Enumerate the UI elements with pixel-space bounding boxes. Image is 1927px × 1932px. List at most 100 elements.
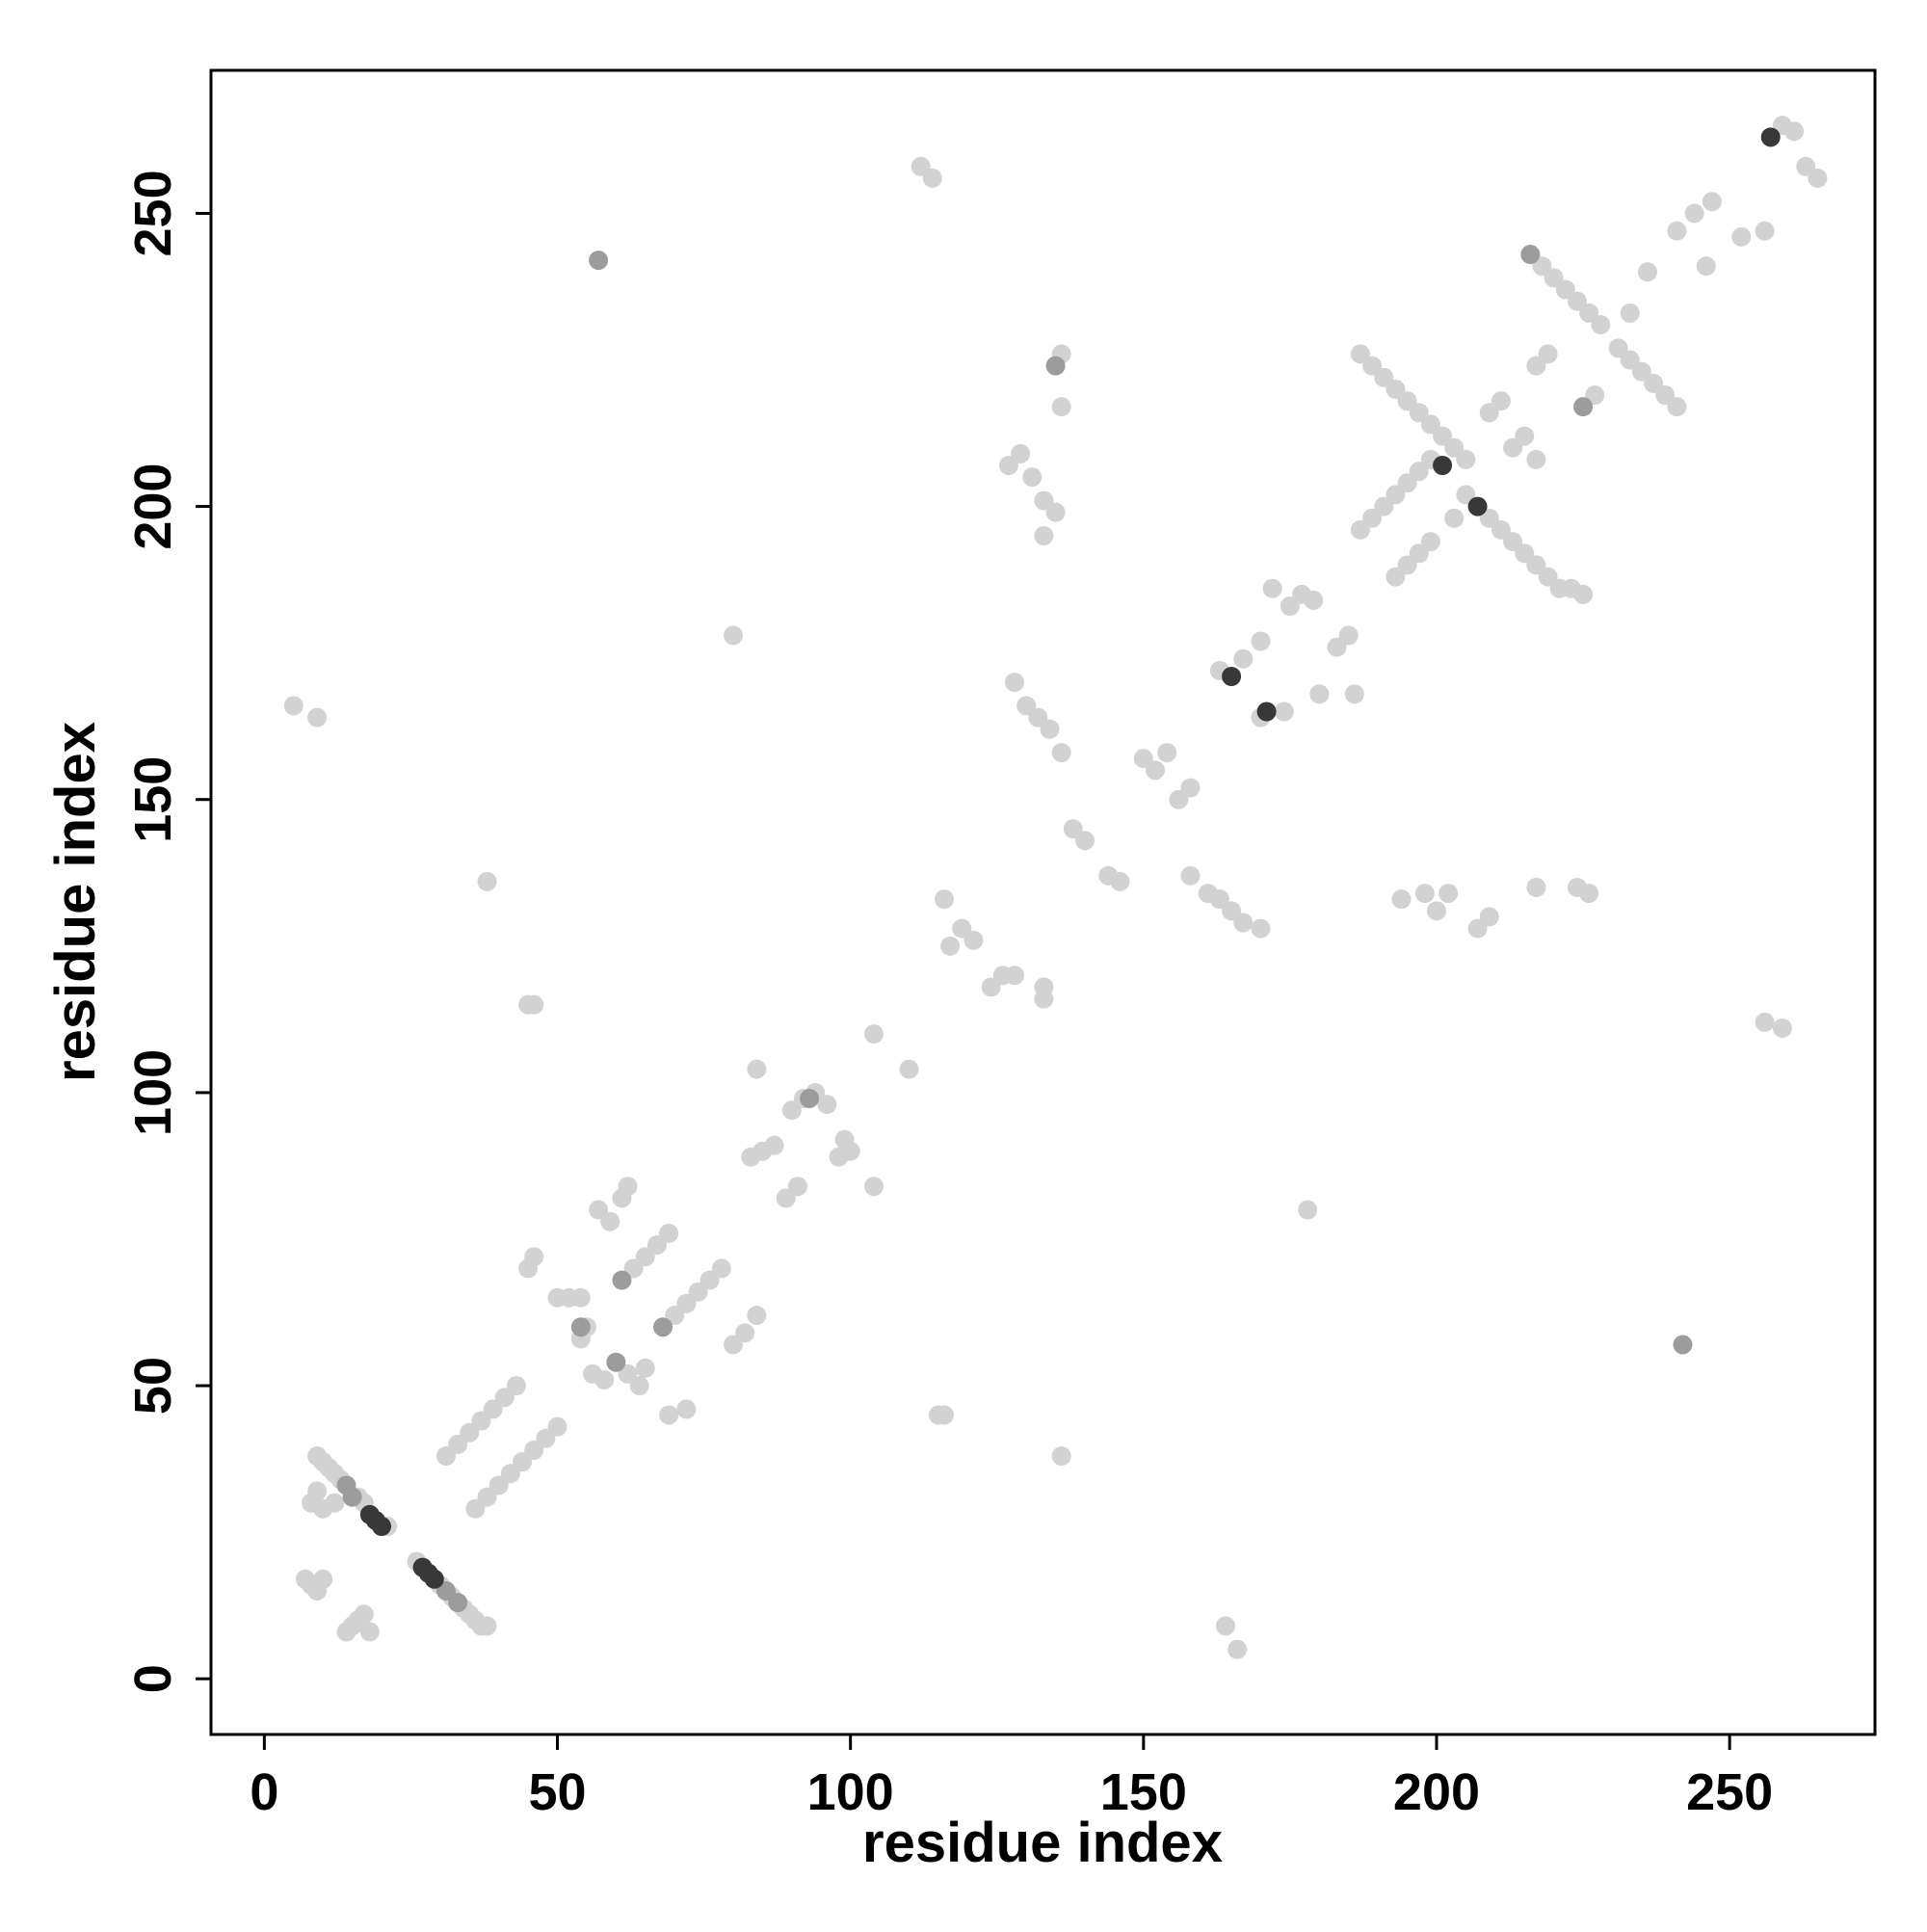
point bbox=[1684, 203, 1704, 224]
point bbox=[1420, 532, 1440, 552]
point bbox=[787, 1177, 807, 1197]
point bbox=[1526, 449, 1546, 469]
point bbox=[1808, 168, 1828, 188]
point bbox=[589, 1200, 609, 1220]
point bbox=[899, 1059, 919, 1079]
point bbox=[1397, 391, 1417, 411]
point bbox=[998, 456, 1018, 476]
point bbox=[477, 871, 497, 891]
point bbox=[1034, 490, 1054, 511]
point bbox=[1004, 966, 1024, 986]
point bbox=[1374, 367, 1394, 387]
point bbox=[629, 1376, 649, 1396]
point bbox=[1110, 871, 1130, 891]
point bbox=[764, 1135, 784, 1155]
point bbox=[1456, 485, 1476, 505]
point bbox=[864, 1024, 884, 1045]
point bbox=[1386, 485, 1406, 505]
point bbox=[570, 1287, 591, 1308]
point bbox=[1444, 437, 1465, 458]
point bbox=[817, 1095, 837, 1115]
point bbox=[665, 1306, 685, 1326]
point bbox=[1573, 397, 1594, 417]
point bbox=[1631, 361, 1651, 382]
point bbox=[436, 1446, 456, 1467]
point bbox=[1439, 884, 1459, 904]
point bbox=[747, 1306, 767, 1326]
point bbox=[600, 1211, 620, 1231]
point bbox=[1374, 496, 1394, 516]
point bbox=[1028, 707, 1048, 728]
point bbox=[477, 1616, 497, 1636]
point bbox=[1673, 1335, 1693, 1355]
point bbox=[612, 1270, 632, 1290]
point bbox=[1386, 379, 1406, 399]
point bbox=[1397, 555, 1417, 575]
point bbox=[1479, 403, 1499, 423]
point bbox=[735, 1323, 755, 1343]
point bbox=[1579, 884, 1599, 904]
point bbox=[922, 168, 942, 188]
point bbox=[1731, 226, 1752, 247]
y-tick-label: 150 bbox=[124, 756, 182, 843]
point bbox=[359, 1622, 380, 1642]
point bbox=[1567, 291, 1587, 311]
point bbox=[1251, 918, 1271, 939]
point bbox=[1426, 901, 1446, 921]
point bbox=[1133, 749, 1153, 769]
point bbox=[653, 1317, 673, 1337]
point bbox=[1503, 437, 1523, 458]
y-tick-label: 200 bbox=[124, 463, 182, 550]
y-tick-label: 250 bbox=[124, 170, 182, 256]
point bbox=[1515, 543, 1535, 564]
point bbox=[635, 1358, 655, 1378]
point bbox=[500, 1464, 520, 1484]
point bbox=[372, 1517, 392, 1537]
plot-frame bbox=[209, 68, 1877, 1736]
point bbox=[1608, 338, 1628, 358]
x-tick-label: 150 bbox=[1100, 1763, 1187, 1821]
point bbox=[465, 1498, 486, 1519]
point bbox=[1655, 385, 1676, 406]
point bbox=[307, 707, 328, 728]
point bbox=[1298, 1200, 1318, 1220]
point bbox=[547, 1416, 568, 1437]
point bbox=[1350, 344, 1370, 364]
point bbox=[606, 1352, 626, 1372]
point bbox=[436, 1580, 456, 1601]
point bbox=[1233, 648, 1254, 669]
point bbox=[864, 1177, 884, 1197]
point bbox=[940, 936, 961, 956]
point bbox=[1169, 789, 1189, 809]
point bbox=[1409, 543, 1429, 564]
point bbox=[676, 1293, 697, 1313]
point bbox=[307, 1481, 328, 1501]
point bbox=[1051, 397, 1071, 417]
point bbox=[524, 994, 544, 1015]
point bbox=[1796, 156, 1816, 176]
point bbox=[1579, 303, 1599, 323]
points bbox=[283, 116, 1828, 1659]
point bbox=[283, 696, 304, 716]
point bbox=[471, 1411, 491, 1431]
point bbox=[1420, 414, 1440, 435]
point bbox=[325, 1493, 345, 1513]
point bbox=[676, 1399, 697, 1419]
point bbox=[506, 1376, 526, 1396]
point bbox=[1433, 426, 1453, 446]
point bbox=[1350, 519, 1370, 540]
point bbox=[659, 1405, 679, 1425]
x-axis-title: residue index bbox=[862, 1812, 1223, 1874]
point bbox=[1045, 356, 1066, 376]
point bbox=[1280, 595, 1300, 616]
point bbox=[336, 1475, 356, 1495]
point bbox=[1544, 268, 1564, 288]
point bbox=[724, 1335, 744, 1355]
point bbox=[1180, 865, 1201, 886]
point bbox=[1391, 889, 1412, 910]
point bbox=[1051, 743, 1071, 763]
point bbox=[424, 1569, 444, 1589]
point bbox=[1696, 256, 1716, 277]
point bbox=[1004, 673, 1024, 693]
